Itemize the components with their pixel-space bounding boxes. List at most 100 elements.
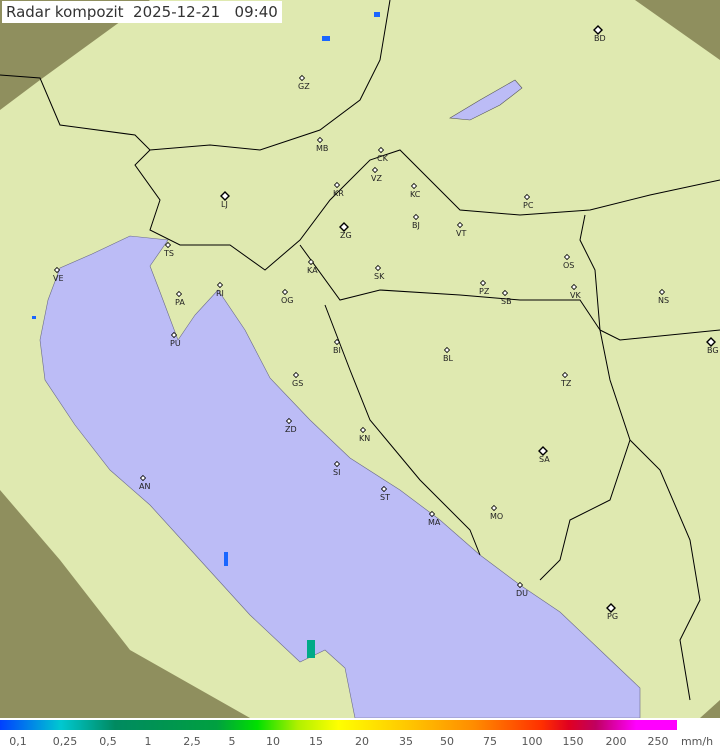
adriatic-sea	[39, 235, 641, 718]
city-marker-os	[563, 253, 571, 261]
city-label: MA	[428, 518, 441, 527]
city-marker-bl	[443, 346, 451, 354]
city-marker-sk	[374, 264, 382, 272]
city-marker-vk	[570, 283, 578, 291]
city-label: GZ	[298, 82, 310, 91]
city-marker-ma	[428, 510, 436, 518]
city-label: KR	[333, 189, 344, 198]
legend-tick: 2,5	[183, 735, 201, 748]
legend-tick: 20	[355, 735, 369, 748]
map-title: Radar kompozit 2025-12-21 09:40	[2, 1, 282, 23]
title-date: 2025-12-21	[133, 3, 221, 21]
city-marker-pc	[523, 193, 531, 201]
city-label: BI	[333, 346, 341, 355]
city-marker-lj	[220, 191, 230, 201]
city-marker-sa	[538, 446, 548, 456]
city-label: SB	[501, 297, 512, 306]
city-label: PA	[175, 298, 185, 307]
city-label: ZG	[340, 231, 352, 240]
legend-tick: 0,5	[99, 735, 117, 748]
city-marker-gz	[298, 74, 306, 82]
city-label: DU	[516, 589, 529, 598]
city-marker-pz	[479, 279, 487, 287]
legend-tick: 200	[605, 735, 627, 748]
city-label: OS	[563, 261, 575, 270]
city-label: PC	[523, 201, 534, 210]
city-label: VZ	[371, 174, 382, 183]
city-marker-ka	[307, 258, 315, 266]
city-label: TS	[164, 249, 174, 258]
legend-tick: 1	[144, 735, 152, 748]
city-marker-ns	[658, 288, 666, 296]
legend-tick: 100	[521, 735, 543, 748]
city-label: BJ	[412, 221, 420, 230]
city-markers	[53, 25, 716, 613]
legend-tick: 250	[647, 735, 669, 748]
city-label: MB	[316, 144, 329, 153]
title-time: 09:40	[234, 3, 278, 21]
city-label: KA	[307, 266, 318, 275]
city-label: SA	[539, 455, 550, 464]
legend-unit: mm/h	[680, 735, 714, 748]
title-label: Radar kompozit	[6, 3, 124, 21]
city-label: KC	[410, 190, 421, 199]
city-label: BG	[707, 346, 719, 355]
city-label: ZD	[285, 425, 297, 434]
city-marker-mb	[316, 136, 324, 144]
radar-coverage-area	[0, 0, 720, 718]
legend-tick: 75	[483, 735, 497, 748]
city-marker-zg	[339, 222, 349, 232]
city-marker-kr	[333, 181, 341, 189]
city-marker-bd	[593, 25, 603, 35]
legend-tick: 10	[266, 735, 280, 748]
city-marker-st	[380, 485, 388, 493]
city-label: ST	[380, 493, 390, 502]
city-label: GS	[292, 379, 304, 388]
city-marker-bg	[706, 337, 716, 347]
country-borders	[0, 0, 720, 701]
city-marker-gs	[292, 371, 300, 379]
city-label: KN	[359, 434, 371, 443]
city-marker-ts	[164, 241, 172, 249]
city-label: BD	[594, 34, 606, 43]
city-marker-bi	[333, 338, 341, 346]
city-marker-pu	[170, 331, 178, 339]
city-label: LJ	[221, 200, 228, 209]
city-marker-ve	[53, 266, 61, 274]
city-marker-kn	[359, 426, 367, 434]
city-marker-vt	[456, 221, 464, 229]
city-marker-tz	[561, 371, 569, 379]
legend-tick: 0,1	[9, 735, 27, 748]
radar-map	[0, 0, 720, 718]
city-marker-mo	[490, 504, 498, 512]
city-label: TZ	[561, 379, 572, 388]
city-label: BL	[443, 354, 453, 363]
city-label: VT	[456, 229, 467, 238]
city-label: VK	[570, 291, 581, 300]
legend-tick: 0,25	[52, 735, 78, 748]
city-marker-sb	[501, 289, 509, 297]
city-label: OG	[281, 296, 294, 305]
precipitation-color-scale	[0, 720, 677, 730]
city-label: NS	[658, 296, 670, 305]
legend-tick: 35	[399, 735, 413, 748]
city-label: CK	[377, 154, 388, 163]
city-marker-zd	[285, 417, 293, 425]
city-marker-og	[281, 288, 289, 296]
city-label: VE	[53, 274, 64, 283]
legend-tick: 5	[228, 735, 236, 748]
city-marker-vz	[371, 166, 379, 174]
radar-echoes	[32, 12, 380, 658]
city-label: RI	[216, 289, 224, 298]
legend-tick: 15	[309, 735, 323, 748]
city-marker-pa	[175, 290, 183, 298]
city-marker-du	[516, 581, 524, 589]
city-marker-kc	[410, 182, 418, 190]
lake-balaton	[449, 79, 523, 121]
city-label: PG	[607, 612, 619, 621]
city-marker-si	[333, 460, 341, 468]
city-label: MO	[490, 512, 504, 521]
legend-tick: 50	[440, 735, 454, 748]
city-marker-bj	[412, 213, 420, 221]
city-label: AN	[139, 482, 151, 491]
